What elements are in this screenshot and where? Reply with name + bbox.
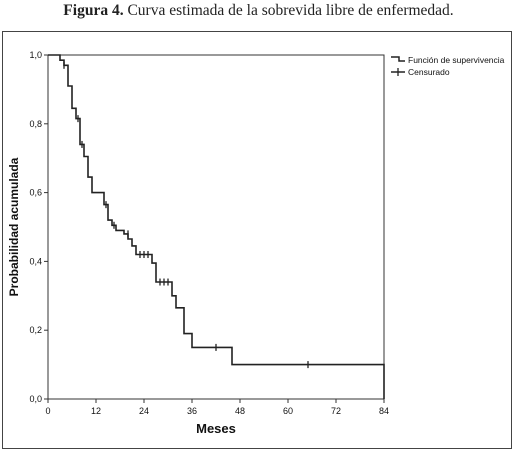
x-tick-label: 48 xyxy=(235,406,245,416)
legend-censored-label: Censurado xyxy=(408,67,450,77)
x-tick-label: 72 xyxy=(331,406,341,416)
figure-title: Curva estimada de la sobrevida libre de … xyxy=(123,2,454,19)
y-tick-label: 0,0 xyxy=(29,394,42,404)
y-axis-label: Probabilidad acumulada xyxy=(7,157,21,296)
figure-number: Figura 4. xyxy=(63,2,124,19)
y-tick-label: 0,8 xyxy=(29,119,42,129)
legend-survival-label: Función de supervivencia xyxy=(408,55,505,65)
figure-caption: Figura 4. Curva estimada de la sobrevida… xyxy=(0,2,517,20)
y-tick-label: 0,2 xyxy=(29,325,42,335)
x-tick-label: 24 xyxy=(139,406,149,416)
plot-area: 0 12 24 36 48 60 72 84 0,0 0,2 0,4 0,6 0,8 1,0 Meses Pr… xyxy=(7,50,505,436)
x-tick-label: 60 xyxy=(283,406,293,416)
plot-border xyxy=(47,54,385,400)
x-tick-label: 12 xyxy=(91,406,101,416)
survival-step-line xyxy=(48,54,385,399)
y-tick-label: 0,6 xyxy=(29,188,42,198)
x-axis-label: Meses xyxy=(196,421,236,436)
survival-chart: 0 12 24 36 48 60 72 84 0,0 0,2 0,4 0,6 0,8 1,0 Meses Pr… xyxy=(7,50,505,436)
y-tick-label: 0,4 xyxy=(29,256,42,266)
x-tick-label: 36 xyxy=(187,406,197,416)
y-tick-label: 1,0 xyxy=(29,50,42,60)
legend-survival-swatch xyxy=(391,56,405,62)
chart-frame: 0 12 24 36 48 60 72 84 0,0 0,2 0,4 0,6 0,8 1,0 Meses Pr… xyxy=(2,31,512,449)
x-tick-label: 0 xyxy=(45,406,50,416)
x-tick-label: 84 xyxy=(379,406,389,416)
